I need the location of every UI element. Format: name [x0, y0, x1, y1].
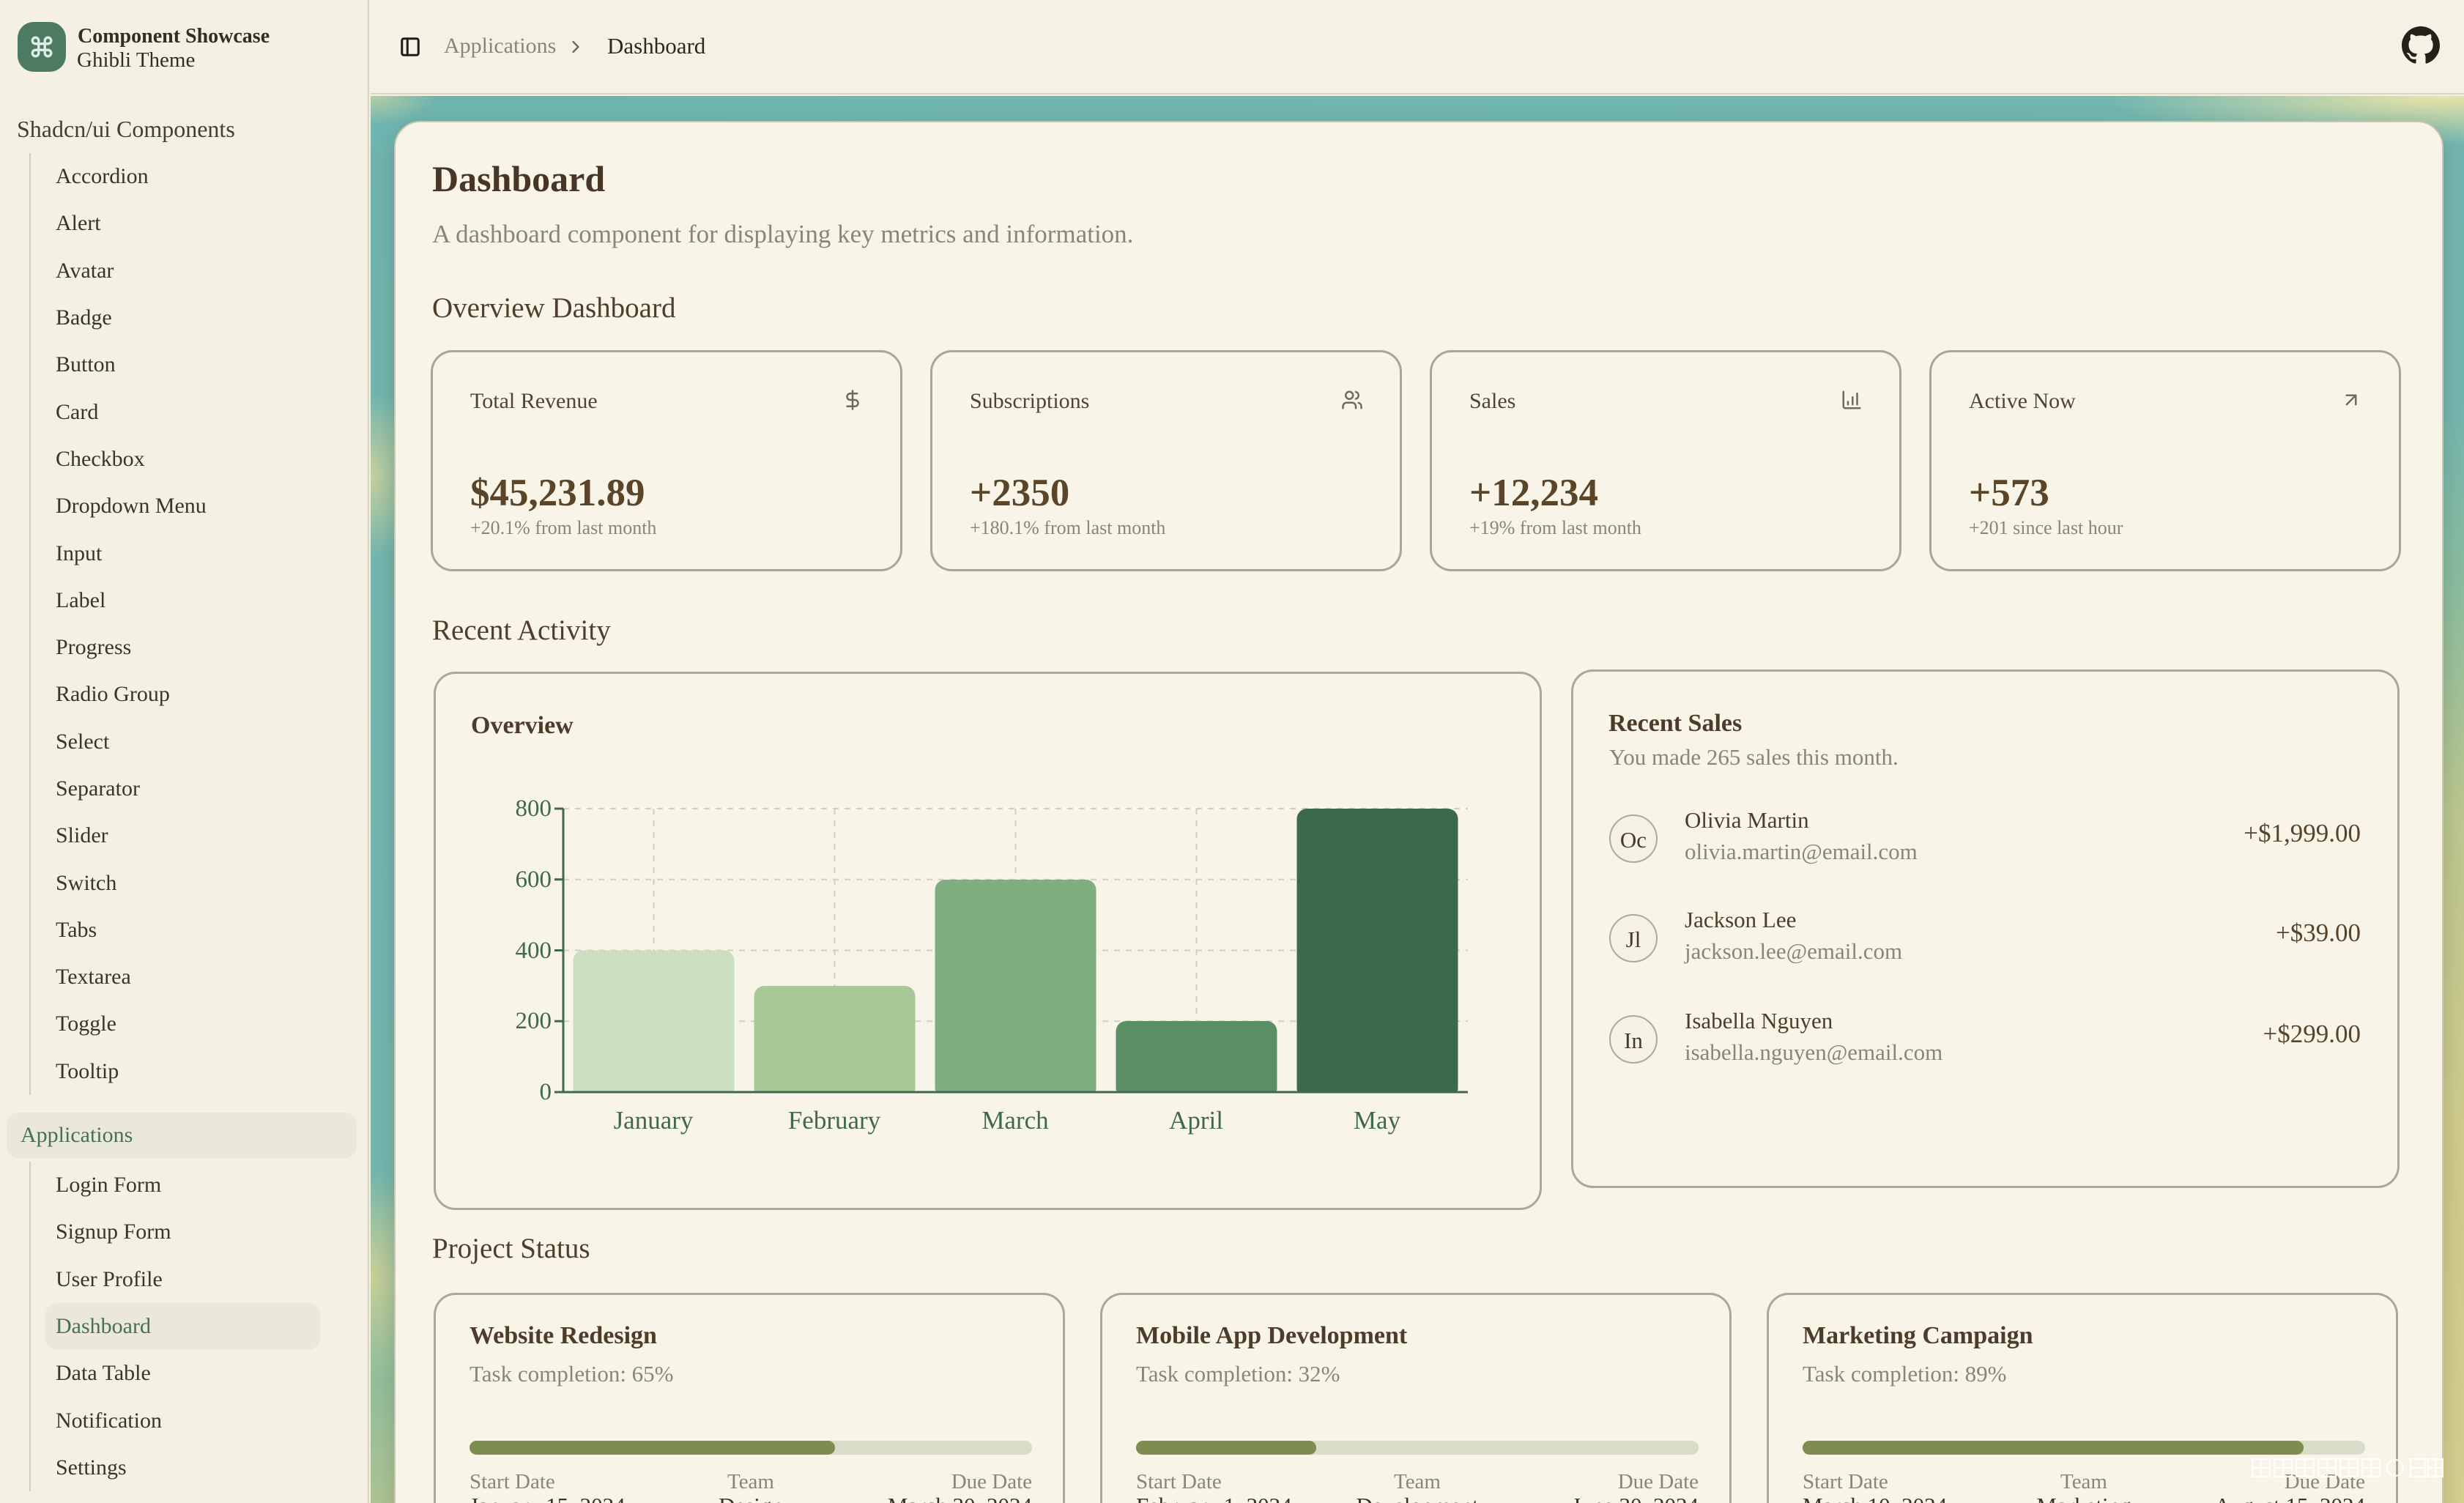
svg-text:January: January: [614, 1106, 694, 1135]
svg-text:200: 200: [516, 1008, 552, 1034]
svg-text:March: March: [981, 1106, 1049, 1135]
svg-text:600: 600: [516, 866, 552, 893]
svg-text:April: April: [1169, 1106, 1223, 1135]
svg-text:800: 800: [516, 795, 552, 822]
svg-text:0: 0: [540, 1079, 552, 1105]
svg-text:May: May: [1354, 1106, 1401, 1135]
svg-text:February: February: [788, 1106, 881, 1135]
svg-text:400: 400: [516, 938, 552, 964]
